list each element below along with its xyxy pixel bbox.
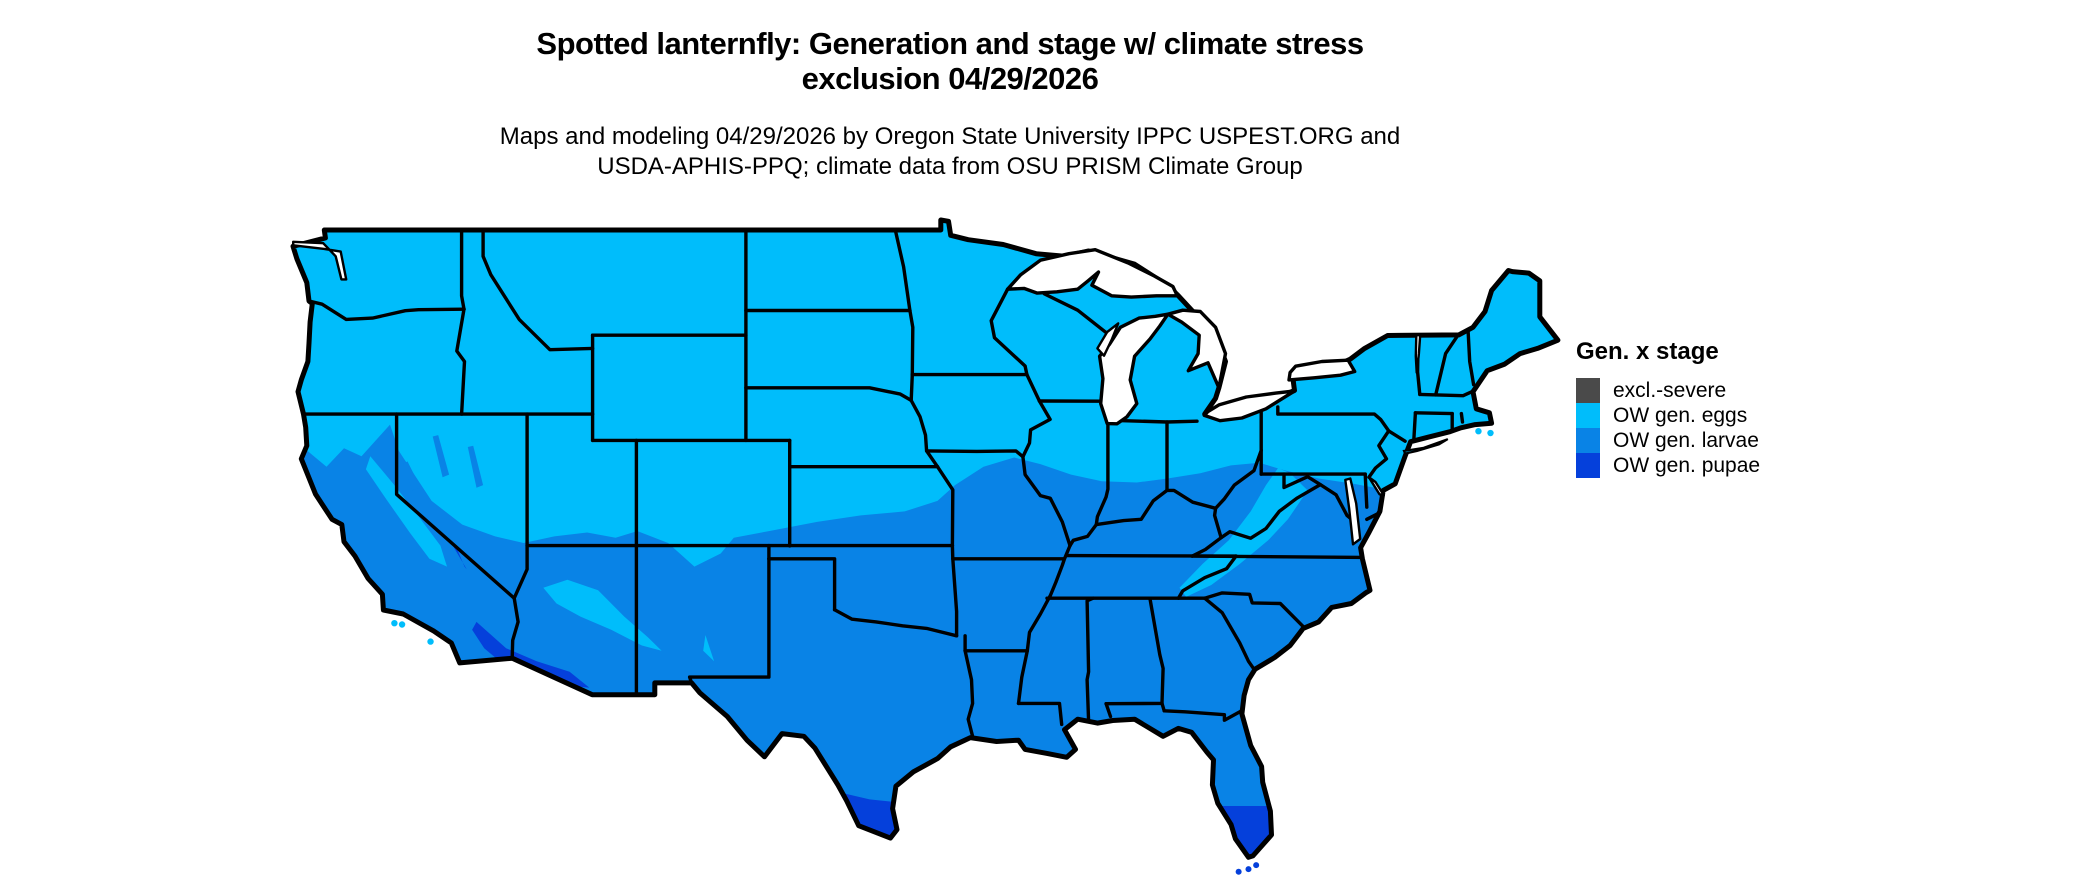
florida-keys-dot — [1253, 862, 1260, 869]
island-dot — [391, 619, 398, 627]
region-eggs-mountain-patch — [703, 635, 715, 662]
page-title: Spotted lanternfly: Generation and stage… — [0, 26, 1900, 96]
legend-item-label: OW gen. larvae — [1613, 428, 1759, 452]
legend-swatch-eggs — [1576, 403, 1600, 428]
island-dot — [1487, 429, 1494, 437]
legend-swatch-excl — [1576, 378, 1600, 403]
chesapeake-bay — [1344, 477, 1362, 546]
region-larvae-streak — [467, 445, 484, 488]
legend-item-label: excl.-severe — [1613, 378, 1727, 402]
region-eggs-mountain-patch — [1179, 468, 1308, 597]
florida-keys-dot — [1245, 866, 1252, 873]
lake-erie — [1202, 389, 1297, 423]
region-larvae-streak — [403, 461, 421, 491]
legend-item: excl.-severe — [1576, 378, 1760, 403]
lake-superior — [1005, 247, 1180, 299]
legend-swatch-pupae — [1576, 453, 1600, 478]
page-title-line2: exclusion 04/29/2026 — [801, 61, 1099, 96]
long-island — [1402, 438, 1449, 455]
region-pupae-patch — [472, 621, 590, 688]
page-subtitle-line2: USDA-APHIS-PPQ; climate data from OSU PR… — [597, 153, 1303, 180]
green-bay — [1096, 322, 1120, 357]
legend-items: excl.-severe OW gen. eggs OW gen. larvae OW… — [1576, 378, 1760, 478]
island-dot — [398, 621, 406, 628]
region-larvae-streak — [432, 435, 450, 478]
lake-champlain — [1414, 334, 1422, 374]
lake-ontario — [1287, 358, 1357, 382]
lake-huron — [1166, 308, 1228, 390]
region-eggs-mountain-patch — [543, 579, 662, 651]
legend-swatch-larvae — [1576, 428, 1600, 453]
page-subtitle: Maps and modeling 04/29/2026 by Oregon S… — [0, 122, 1900, 182]
florida-keys-dot — [1235, 868, 1242, 875]
legend-item: OW gen. larvae — [1576, 428, 1760, 453]
region-eggs-mountain-patch — [365, 456, 447, 567]
legend-item: OW gen. pupae — [1576, 453, 1760, 478]
puget-sound — [292, 240, 348, 281]
region-pupae-patch — [451, 543, 478, 583]
legend-title: Gen. x stage — [1576, 338, 1719, 365]
island-dot — [1475, 427, 1482, 435]
legend-item-label: OW gen. eggs — [1613, 403, 1748, 427]
island-dot — [427, 638, 434, 645]
state-borders — [301, 228, 1476, 738]
page-subtitle-line1: Maps and modeling 04/29/2026 by Oregon S… — [499, 123, 1401, 150]
legend-item: OW gen. eggs — [1576, 403, 1760, 428]
page-title-line1: Spotted lanternfly: Generation and stage… — [536, 26, 1364, 61]
delaware-bay — [1367, 476, 1386, 497]
legend-item-label: OW gen. pupae — [1613, 453, 1761, 477]
legend: Gen. x stage excl.-severe OW gen. eggs OW … — [1576, 338, 1760, 478]
